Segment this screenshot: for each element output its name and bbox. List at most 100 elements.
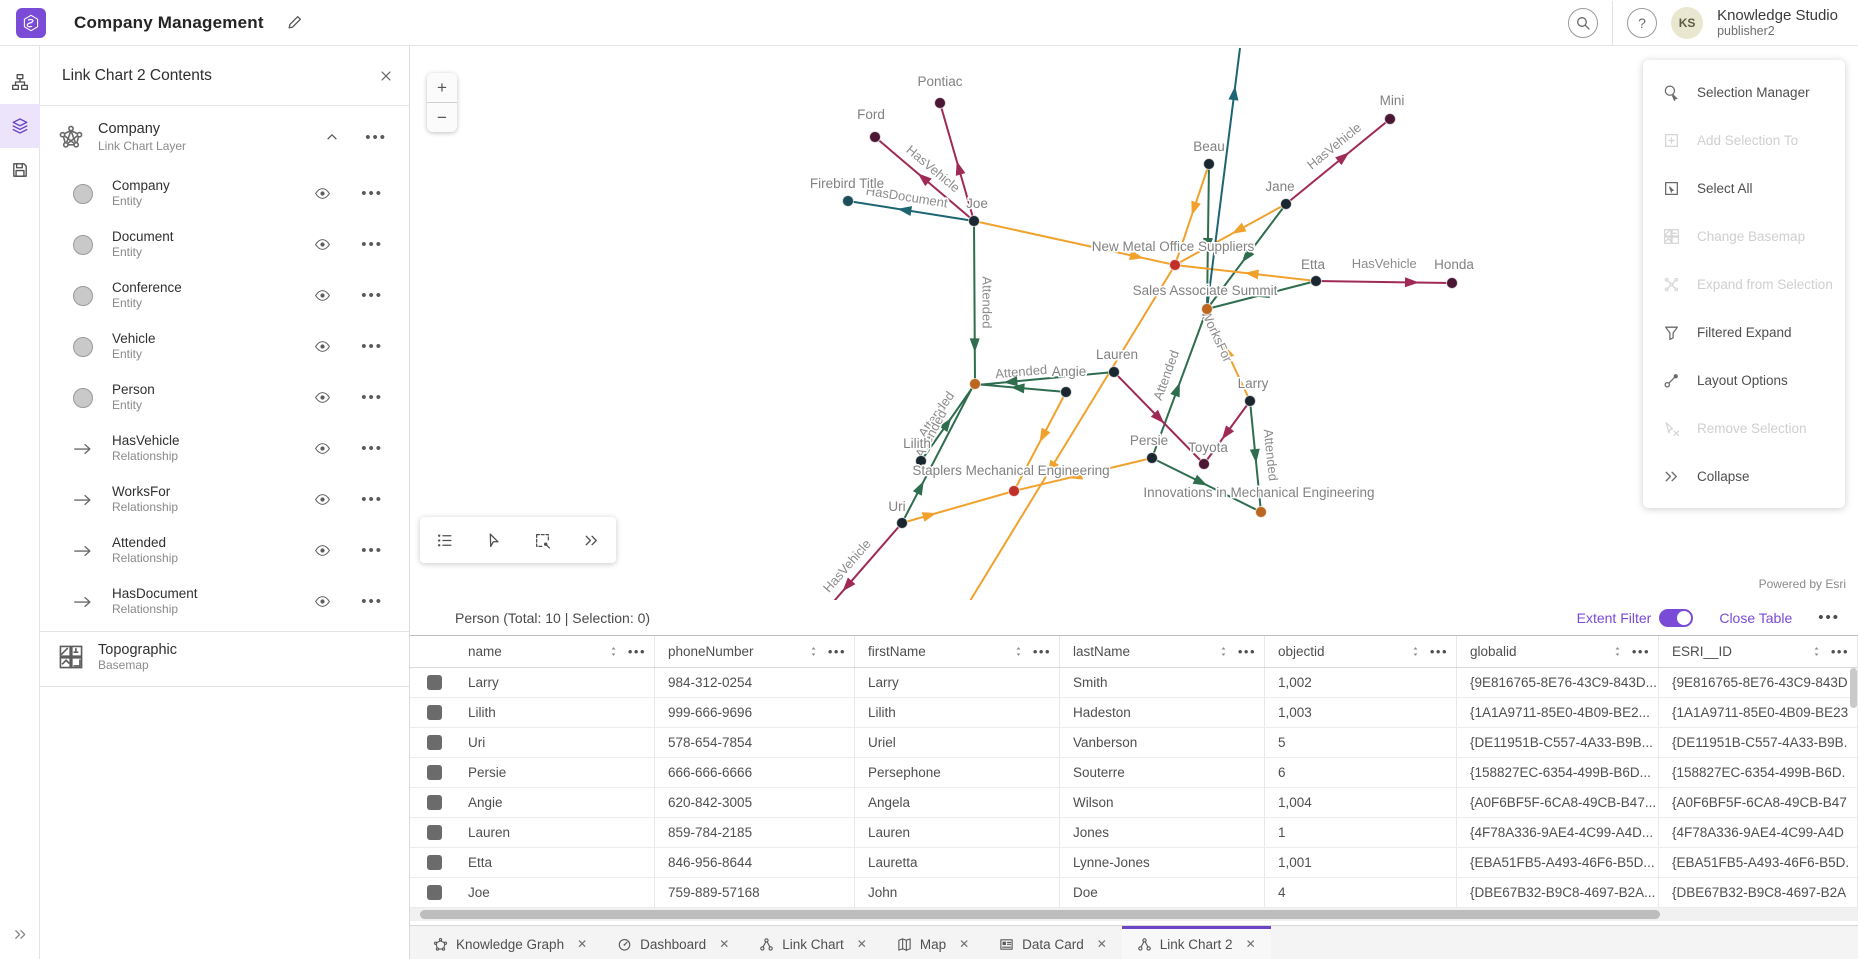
column-options-icon[interactable]: ••• <box>627 644 646 659</box>
tab-close-icon[interactable]: ✕ <box>719 937 730 951</box>
rail-layers-icon[interactable] <box>0 104 40 148</box>
rail-schema-icon[interactable] <box>0 60 40 104</box>
menu-item-layout-options[interactable]: Layout Options <box>1643 356 1845 404</box>
layer-item-hasvehicle[interactable]: HasVehicle Relationship ••• <box>40 423 409 474</box>
tab-map[interactable]: Map ✕ <box>882 926 984 959</box>
node-larry[interactable] <box>1244 395 1256 407</box>
node-toyota[interactable] <box>1198 458 1210 470</box>
visibility-eye-icon[interactable] <box>314 491 331 508</box>
close-icon[interactable] <box>379 69 393 83</box>
column-header-lastName[interactable]: lastName ••• <box>1060 636 1265 667</box>
user-block[interactable]: Knowledge Studio publisher2 <box>1717 7 1838 39</box>
close-table-button[interactable]: Close Table <box>1719 609 1793 626</box>
item-options-icon[interactable]: ••• <box>361 389 383 406</box>
layer-item-company[interactable]: Company Entity ••• <box>40 168 409 219</box>
rail-expand-icon[interactable] <box>0 919 40 949</box>
zoom-out-button[interactable]: − <box>427 103 457 132</box>
layer-item-person[interactable]: Person Entity ••• <box>40 372 409 423</box>
item-options-icon[interactable]: ••• <box>361 338 383 355</box>
sort-icon[interactable] <box>1810 645 1823 658</box>
item-options-icon[interactable]: ••• <box>361 593 383 610</box>
visibility-eye-icon[interactable] <box>314 542 331 559</box>
visibility-eye-icon[interactable] <box>314 287 331 304</box>
node-staplers-mechanical-engineering[interactable] <box>1008 485 1020 497</box>
column-header-ESRI__ID[interactable]: ESRI__ID ••• <box>1659 636 1858 667</box>
tab-dashboard[interactable]: Dashboard ✕ <box>602 926 744 959</box>
layer-item-worksfor[interactable]: WorksFor Relationship ••• <box>40 474 409 525</box>
column-options-icon[interactable]: ••• <box>827 644 846 659</box>
row-checkbox[interactable] <box>427 675 442 690</box>
column-header-globalid[interactable]: globalid ••• <box>1457 636 1659 667</box>
sort-icon[interactable] <box>607 645 620 658</box>
node-conference[interactable] <box>969 378 981 390</box>
column-header-phoneNumber[interactable]: phoneNumber ••• <box>655 636 855 667</box>
sort-icon[interactable] <box>807 645 820 658</box>
layer-options-icon[interactable]: ••• <box>365 128 387 146</box>
table-row[interactable]: Persie 666-666-6666 Persephone Souterre 6 {15… <box>410 758 1858 788</box>
link-chart-layer-header[interactable]: Company Link Chart Layer ••• <box>40 106 409 168</box>
help-icon[interactable]: ? <box>1627 7 1658 38</box>
menu-item-select-all[interactable]: Select All <box>1643 164 1845 212</box>
table-row[interactable]: Angie 620-842-3005 Angela Wilson 1,004 {A0F6B… <box>410 788 1858 818</box>
row-checkbox[interactable] <box>427 855 442 870</box>
menu-item-selection-manager[interactable]: Selection Manager <box>1643 68 1845 116</box>
item-options-icon[interactable]: ••• <box>361 185 383 202</box>
table-options-icon[interactable]: ••• <box>1818 609 1840 626</box>
column-header-name[interactable]: name ••• <box>455 636 655 667</box>
table-row[interactable]: Lilith 999-666-9696 Lilith Hadeston 1,003 {1A… <box>410 698 1858 728</box>
scrollbar-thumb[interactable] <box>420 910 1660 919</box>
node-beau[interactable] <box>1203 158 1215 170</box>
visibility-eye-icon[interactable] <box>314 185 331 202</box>
tab-close-icon[interactable]: ✕ <box>1245 937 1256 951</box>
edit-title-icon[interactable] <box>286 14 303 31</box>
node-ford[interactable] <box>869 131 881 143</box>
layer-item-document[interactable]: Document Entity ••• <box>40 219 409 270</box>
tab-data-card[interactable]: Data Card ✕ <box>984 926 1122 959</box>
node-lilith[interactable] <box>915 455 927 467</box>
table-row[interactable]: Uri 578-654-7854 Uriel Vanberson 5 {DE11951B-… <box>410 728 1858 758</box>
column-options-icon[interactable]: ••• <box>1830 644 1849 659</box>
table-row[interactable]: Joe 759-889-57168 John Doe 4 {DBE67B32-B9C8-4… <box>410 878 1858 908</box>
menu-item-collapse[interactable]: Collapse <box>1643 452 1845 500</box>
tab-close-icon[interactable]: ✕ <box>959 937 970 951</box>
column-header-objectid[interactable]: objectid ••• <box>1265 636 1457 667</box>
sort-icon[interactable] <box>1409 645 1422 658</box>
node-innovations-in-mechanical-engineering[interactable] <box>1255 506 1267 518</box>
basemap-row[interactable]: Topographic Basemap <box>40 632 409 682</box>
layer-item-conference[interactable]: Conference Entity ••• <box>40 270 409 321</box>
column-options-icon[interactable]: ••• <box>1237 644 1256 659</box>
node-angie[interactable] <box>1060 386 1072 398</box>
sort-icon[interactable] <box>1012 645 1025 658</box>
item-options-icon[interactable]: ••• <box>361 491 383 508</box>
row-checkbox[interactable] <box>427 795 442 810</box>
visibility-eye-icon[interactable] <box>314 338 331 355</box>
item-options-icon[interactable]: ••• <box>361 440 383 457</box>
menu-item-filtered-expand[interactable]: Filtered Expand <box>1643 308 1845 356</box>
pointer-icon[interactable] <box>477 523 511 557</box>
node-honda[interactable] <box>1446 277 1458 289</box>
node-etta[interactable] <box>1310 275 1322 287</box>
item-options-icon[interactable]: ••• <box>361 542 383 559</box>
sort-icon[interactable] <box>1217 645 1230 658</box>
zoom-in-button[interactable]: + <box>427 73 457 102</box>
table-row[interactable]: Larry 984-312-0254 Larry Smith 1,002 {9E81676… <box>410 668 1858 698</box>
layer-item-vehicle[interactable]: Vehicle Entity ••• <box>40 321 409 372</box>
node-mini[interactable] <box>1384 113 1396 125</box>
node-pontiac[interactable] <box>934 97 946 109</box>
extent-filter-toggle[interactable] <box>1659 608 1694 627</box>
tab-link-chart-2[interactable]: Link Chart 2 ✕ <box>1121 926 1271 959</box>
column-options-icon[interactable]: ••• <box>1429 644 1448 659</box>
search-icon[interactable] <box>1568 7 1599 38</box>
layer-item-hasdocument[interactable]: HasDocument Relationship ••• <box>40 576 409 627</box>
row-checkbox[interactable] <box>427 735 442 750</box>
marquee-select-icon[interactable] <box>526 523 560 557</box>
avatar[interactable]: KS <box>1671 6 1704 39</box>
node-uri[interactable] <box>896 517 908 529</box>
visibility-eye-icon[interactable] <box>314 389 331 406</box>
visibility-eye-icon[interactable] <box>314 440 331 457</box>
tab-close-icon[interactable]: ✕ <box>1096 937 1107 951</box>
chevron-up-icon[interactable] <box>325 130 339 144</box>
node-sales-associate-summit[interactable] <box>1201 303 1213 315</box>
link-chart-graph[interactable]: HasVehicleHasDocumentAttendedAttendedAtt… <box>410 46 1858 600</box>
row-checkbox[interactable] <box>427 765 442 780</box>
